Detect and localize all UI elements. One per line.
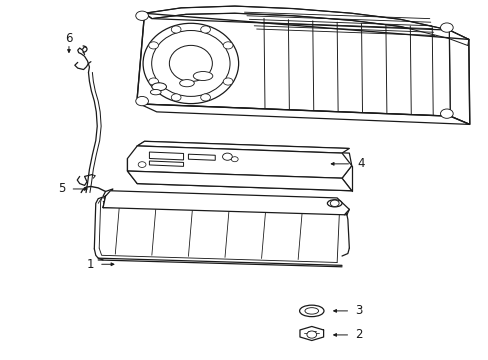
Text: 2: 2 [355,328,362,341]
Ellipse shape [151,31,229,96]
Ellipse shape [169,45,212,81]
Circle shape [200,26,210,33]
Circle shape [231,157,238,162]
Ellipse shape [143,23,238,104]
Circle shape [330,200,338,207]
Ellipse shape [152,83,166,91]
Circle shape [138,162,146,167]
Circle shape [148,78,158,85]
Circle shape [440,23,452,32]
Text: 1: 1 [87,258,95,271]
Circle shape [171,94,181,101]
Circle shape [306,331,316,338]
Polygon shape [448,30,469,125]
Text: 4: 4 [357,157,365,170]
Circle shape [223,78,232,85]
Polygon shape [127,146,351,178]
Polygon shape [137,13,449,116]
Circle shape [136,96,148,106]
Polygon shape [103,191,348,215]
Polygon shape [149,161,183,166]
Ellipse shape [150,89,161,95]
Circle shape [136,11,148,21]
Ellipse shape [299,305,324,317]
Text: 3: 3 [355,305,362,318]
Ellipse shape [305,308,318,314]
Text: 6: 6 [65,32,73,45]
Polygon shape [127,171,351,191]
Circle shape [222,153,232,160]
Circle shape [223,42,232,49]
Polygon shape [140,104,469,125]
Ellipse shape [179,80,194,87]
Ellipse shape [193,72,212,81]
Circle shape [200,94,210,101]
Ellipse shape [327,200,341,207]
Circle shape [440,109,452,118]
Circle shape [171,26,181,33]
Polygon shape [144,6,468,45]
Polygon shape [149,152,183,160]
Polygon shape [137,141,348,153]
Circle shape [148,42,158,49]
Text: 5: 5 [58,183,65,195]
Polygon shape [188,154,215,160]
